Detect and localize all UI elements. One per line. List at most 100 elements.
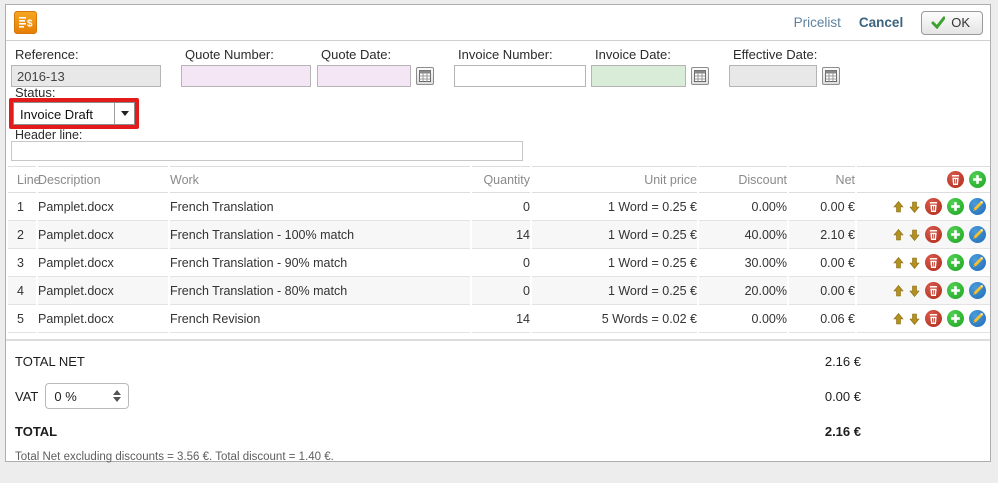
total-label: TOTAL — [15, 423, 58, 439]
discount-cell: 40.00% — [699, 221, 787, 249]
work-cell: French Translation - 100% match — [170, 221, 470, 249]
invoice-date-input[interactable] — [591, 65, 686, 87]
edit-line-icon[interactable] — [969, 226, 986, 243]
description-cell: Pamplet.docx — [38, 277, 168, 305]
quote-number-input[interactable] — [181, 65, 311, 87]
quantity-cell: 14 — [472, 305, 530, 333]
delete-line-icon[interactable] — [925, 282, 942, 299]
quantity-cell: 0 — [472, 249, 530, 277]
move-line-down-icon[interactable] — [909, 257, 920, 269]
line-number-cell: 2 — [8, 221, 36, 249]
line-number-cell: 5 — [8, 305, 36, 333]
reference-label: Reference: — [15, 47, 79, 62]
vat-rate-stepper[interactable]: 0 % — [45, 383, 130, 409]
move-line-down-icon[interactable] — [909, 229, 920, 241]
delete-line-icon[interactable] — [925, 254, 942, 271]
move-line-down-icon[interactable] — [909, 285, 920, 297]
total-net-value: 2.16 € — [824, 353, 861, 369]
add-line-icon[interactable] — [969, 171, 986, 188]
work-cell: French Translation - 90% match — [170, 249, 470, 277]
table-header-row: Line Description Work Quantity Unit pric… — [8, 166, 990, 193]
quote-number-field-group: Quote Number: — [181, 47, 311, 87]
move-line-up-icon[interactable] — [893, 312, 904, 325]
vat-rate-value: 0 % — [54, 388, 77, 404]
discount-cell: 0.00% — [699, 305, 787, 333]
toolbar-actions: Pricelist Cancel OK — [793, 10, 983, 35]
reference-input — [11, 65, 161, 87]
add-line-below-icon[interactable] — [947, 282, 964, 299]
quote-date-input[interactable] — [317, 65, 411, 87]
invoice-number-field-group: Invoice Number: — [454, 47, 586, 87]
invoice-number-input[interactable] — [454, 65, 586, 87]
work-cell: French Translation - 80% match — [170, 277, 470, 305]
quote-number-label: Quote Number: — [185, 47, 274, 62]
quantity-cell: 0 — [472, 193, 530, 221]
delete-line-icon[interactable] — [925, 310, 942, 327]
column-header-discount: Discount — [699, 166, 787, 193]
cancel-link[interactable]: Cancel — [858, 15, 904, 30]
column-header-line: Line — [8, 166, 41, 193]
effective-date-field-group: Effective Date: — [729, 47, 845, 87]
net-cell: 2.10 € — [789, 221, 855, 249]
move-line-down-icon[interactable] — [909, 201, 920, 213]
header-line-label: Header line: — [15, 128, 83, 142]
description-cell: Pamplet.docx — [38, 221, 168, 249]
column-header-work: Work — [170, 166, 470, 193]
move-line-up-icon[interactable] — [893, 256, 904, 269]
move-line-up-icon[interactable] — [893, 284, 904, 297]
status-select[interactable]: Invoice Draft — [13, 102, 135, 125]
add-line-below-icon[interactable] — [947, 226, 964, 243]
discount-cell: 0.00% — [699, 193, 787, 221]
quote-date-label: Quote Date: — [321, 47, 392, 62]
work-cell: French Translation — [170, 193, 470, 221]
vat-amount-value: 0.00 € — [824, 388, 861, 404]
move-line-up-icon[interactable] — [893, 200, 904, 213]
invoice-date-field-group: Invoice Date: — [591, 47, 714, 87]
invoice-date-label: Invoice Date: — [595, 47, 671, 62]
table-row: 4 Pamplet.docx French Translation - 80% … — [8, 277, 990, 305]
column-header-quantity: Quantity — [472, 166, 530, 193]
vat-label: VAT — [15, 388, 39, 404]
move-line-up-icon[interactable] — [893, 228, 904, 241]
column-header-net: Net — [789, 166, 855, 193]
delete-all-lines-icon[interactable] — [947, 171, 964, 188]
delete-line-icon[interactable] — [925, 226, 942, 243]
check-icon — [931, 16, 946, 29]
delete-line-icon[interactable] — [925, 198, 942, 215]
pricelist-link[interactable]: Pricelist — [793, 15, 841, 30]
column-header-unit-price: Unit price — [532, 166, 697, 193]
unit-price-cell: 5 Words = 0.02 € — [532, 305, 697, 333]
status-select-value: Invoice Draft — [20, 107, 93, 122]
add-line-below-icon[interactable] — [947, 254, 964, 271]
invoice-form: Reference: Quote Number: Quote Date: Inv… — [6, 41, 990, 166]
quantity-cell: 14 — [472, 221, 530, 249]
edit-line-icon[interactable] — [969, 310, 986, 327]
spinner-arrows-icon[interactable] — [113, 390, 122, 402]
work-cell: French Revision — [170, 305, 470, 333]
header-line-input[interactable] — [11, 141, 523, 161]
unit-price-cell: 1 Word = 0.25 € — [532, 221, 697, 249]
column-header-description: Description — [38, 166, 168, 193]
invoice-editor-panel: $ Pricelist Cancel OK Reference: Quote N… — [5, 4, 991, 463]
add-line-below-icon[interactable] — [947, 310, 964, 327]
chevron-down-icon[interactable] — [114, 103, 134, 124]
quote-date-field-group: Quote Date: — [317, 47, 439, 87]
invoice-date-calendar-icon[interactable] — [691, 67, 709, 85]
effective-date-calendar-icon[interactable] — [822, 67, 840, 85]
totals-section: TOTAL NET 2.16 € VAT 0 % 0.00 € TOTAL 2.… — [6, 339, 990, 463]
edit-line-icon[interactable] — [969, 198, 986, 215]
edit-line-icon[interactable] — [969, 282, 986, 299]
description-cell: Pamplet.docx — [38, 305, 168, 333]
ok-button[interactable]: OK — [921, 10, 983, 35]
add-line-below-icon[interactable] — [947, 198, 964, 215]
net-cell: 0.06 € — [789, 305, 855, 333]
edit-line-icon[interactable] — [969, 254, 986, 271]
effective-date-label: Effective Date: — [733, 47, 818, 62]
unit-price-cell: 1 Word = 0.25 € — [532, 193, 697, 221]
status-label: Status: — [15, 85, 56, 100]
table-row: 2 Pamplet.docx French Translation - 100%… — [8, 221, 990, 249]
description-cell: Pamplet.docx — [38, 193, 168, 221]
quote-date-calendar-icon[interactable] — [416, 67, 434, 85]
move-line-down-icon[interactable] — [909, 313, 920, 325]
effective-date-input — [729, 65, 817, 87]
